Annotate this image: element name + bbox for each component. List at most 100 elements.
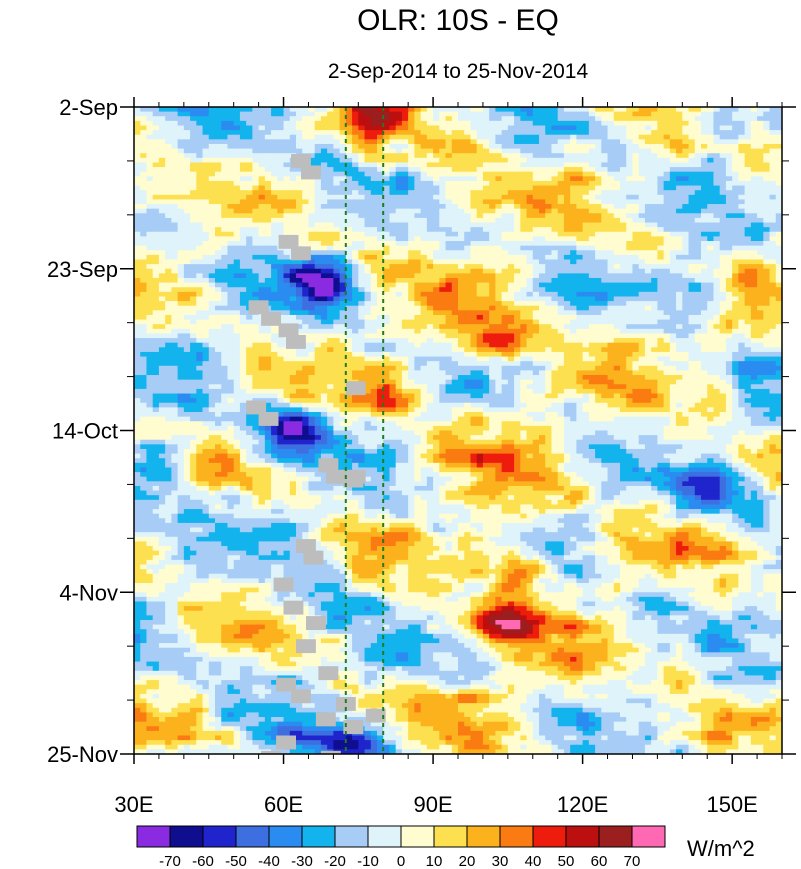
heat-cell [775, 148, 782, 154]
heat-cell [445, 107, 453, 113]
heat-cell [582, 301, 590, 307]
heat-cell [271, 176, 278, 182]
heat-cell [613, 301, 621, 307]
heat-cell [620, 162, 627, 168]
heat-cell [520, 217, 528, 224]
heat-cell [501, 277, 509, 284]
heat-cell [489, 153, 496, 159]
heat-cell [526, 139, 534, 145]
heat-cell [476, 111, 484, 117]
heat-cell [146, 328, 154, 335]
heat-cell [177, 139, 185, 145]
heat-cell [158, 153, 166, 159]
heat-cell [414, 227, 422, 233]
heat-cell [738, 190, 746, 196]
heat-cell [607, 227, 615, 233]
heat-cell [152, 282, 160, 288]
heat-cell [339, 268, 347, 274]
heat-cell [215, 199, 222, 205]
heat-cell [208, 301, 216, 307]
heat-cell [582, 268, 590, 274]
heat-cell [507, 213, 515, 219]
heat-cell [545, 241, 553, 247]
heat-cell [202, 254, 210, 261]
heat-cell [738, 245, 746, 251]
heat-cell [190, 231, 197, 237]
heat-cell [576, 107, 584, 113]
heat-cell [227, 241, 235, 247]
heat-cell [489, 241, 496, 247]
heat-cell [557, 204, 565, 210]
heat-cell [576, 116, 584, 122]
heat-cell [744, 130, 752, 136]
heat-cell [526, 254, 534, 261]
heat-cell [352, 264, 359, 270]
heat-cell [725, 254, 733, 261]
heat-cell [134, 250, 141, 256]
heat-cell [470, 305, 478, 311]
heat-cell [208, 217, 216, 224]
heat-cell [676, 185, 683, 191]
heat-cell [626, 194, 634, 201]
heat-cell [202, 287, 210, 293]
heat-cell [221, 208, 229, 214]
heat-cell [271, 301, 278, 307]
heat-cell [551, 264, 559, 270]
heat-cell [370, 273, 378, 279]
heat-cell [489, 282, 496, 288]
heat-cell [775, 204, 782, 210]
heat-cell [644, 236, 652, 242]
heat-cell [501, 287, 509, 293]
heat-cell [557, 250, 565, 256]
heat-cell [607, 116, 615, 122]
heat-cell [582, 222, 590, 228]
heat-cell [651, 250, 658, 256]
heat-cell [769, 194, 777, 201]
heat-cell [732, 125, 739, 131]
heat-cell [152, 153, 160, 159]
heat-cell [588, 277, 596, 284]
heat-cell [383, 143, 391, 150]
heat-cell [489, 310, 496, 316]
heat-cell [539, 310, 546, 316]
heat-cell [601, 291, 609, 298]
heat-cell [694, 254, 702, 261]
heat-cell [582, 264, 590, 270]
heat-cell [464, 111, 472, 117]
heat-cell [414, 208, 422, 214]
heat-cell [208, 291, 216, 298]
heat-cell [389, 171, 397, 177]
heat-cell [196, 185, 204, 191]
heat-cell [682, 282, 690, 288]
heat-cell [258, 236, 266, 242]
heat-cell [445, 268, 453, 274]
heat-cell [345, 287, 353, 293]
heat-cell [495, 157, 503, 164]
heat-cell [158, 305, 166, 311]
heat-cell [370, 254, 378, 261]
heat-cell [526, 134, 534, 140]
heat-cell [320, 162, 328, 168]
heat-cell [202, 180, 210, 187]
heat-cell [719, 148, 727, 154]
heat-cell [651, 153, 658, 159]
heat-cell [582, 143, 590, 150]
heat-cell [669, 259, 677, 265]
heat-cell [744, 111, 752, 117]
heat-cell [134, 171, 141, 177]
heat-cell [701, 134, 708, 140]
heat-cell [601, 148, 609, 154]
heat-cell [408, 176, 415, 182]
heat-cell [532, 227, 540, 233]
heat-cell [296, 176, 303, 182]
heat-cell [489, 162, 496, 168]
heat-cell [501, 176, 509, 182]
heat-cell [152, 213, 160, 219]
heat-cell [445, 296, 453, 302]
heat-cell [763, 162, 771, 168]
heat-cell [632, 301, 640, 307]
heat-cell [271, 162, 278, 168]
heat-cell [688, 241, 696, 247]
heat-cell [545, 319, 553, 325]
heat-cell [420, 185, 428, 191]
